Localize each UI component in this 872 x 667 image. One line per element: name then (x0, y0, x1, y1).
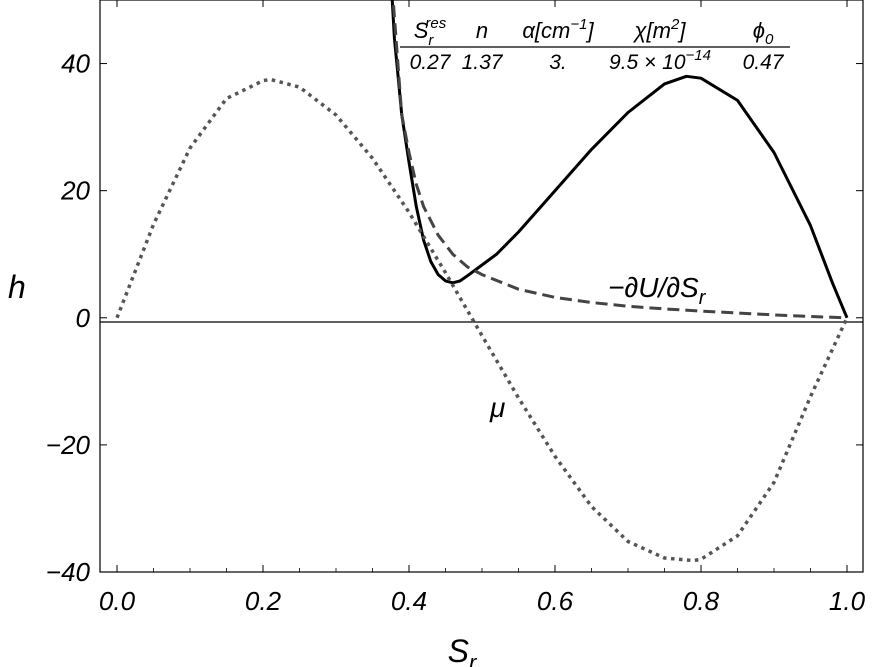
curves (115, 0, 849, 563)
x-tick-label: 0.8 (683, 586, 720, 616)
y-tick-label: −40 (46, 557, 91, 587)
y-tick-label: 40 (61, 49, 90, 79)
table-value: 9.5 × 10−14 (609, 47, 711, 74)
x-axis-label: Sr (448, 633, 478, 667)
y-axis-label: h (8, 269, 26, 305)
series-line-dashed (391, 0, 848, 320)
x-tick-label: 0.4 (391, 586, 427, 616)
table-value: 3. (549, 51, 567, 74)
table-header: ϕ0 (753, 18, 774, 48)
parameter-table: Srres n α[cm−1] χ[m2] ϕ0 0.27 1.37 3. 9.5 × 10−1… (400, 15, 790, 74)
x-tick-label: 0.2 (245, 586, 282, 616)
plot-frame (99, 0, 864, 573)
x-tick-label: 1.0 (829, 586, 866, 616)
table-value: 1.37 (462, 51, 504, 74)
y-tick-label: −20 (46, 430, 91, 460)
du-dsr-annotation: −∂U/∂Sr (608, 272, 707, 309)
y-tick-label: 20 (60, 176, 90, 206)
y-tick-label: 0 (76, 303, 91, 333)
series-line-dotted (115, 77, 849, 563)
table-header: α[cm−1] (522, 16, 594, 43)
table-value: 0.47 (743, 51, 785, 74)
x-tick-label: 0.6 (537, 586, 574, 616)
series-line-solid (390, 0, 849, 319)
table-header: n (476, 18, 488, 43)
x-tick-label: 0.0 (99, 586, 136, 616)
axis-ticks: 0.0 0.2 0.4 0.6 0.8 1.0 −40 −20 0 20 40 (46, 0, 866, 616)
table-value: 0.27 (410, 51, 452, 74)
mu-annotation: μ (489, 392, 505, 423)
table-header: Srres (414, 15, 447, 49)
table-header: χ[m2] (633, 16, 687, 43)
